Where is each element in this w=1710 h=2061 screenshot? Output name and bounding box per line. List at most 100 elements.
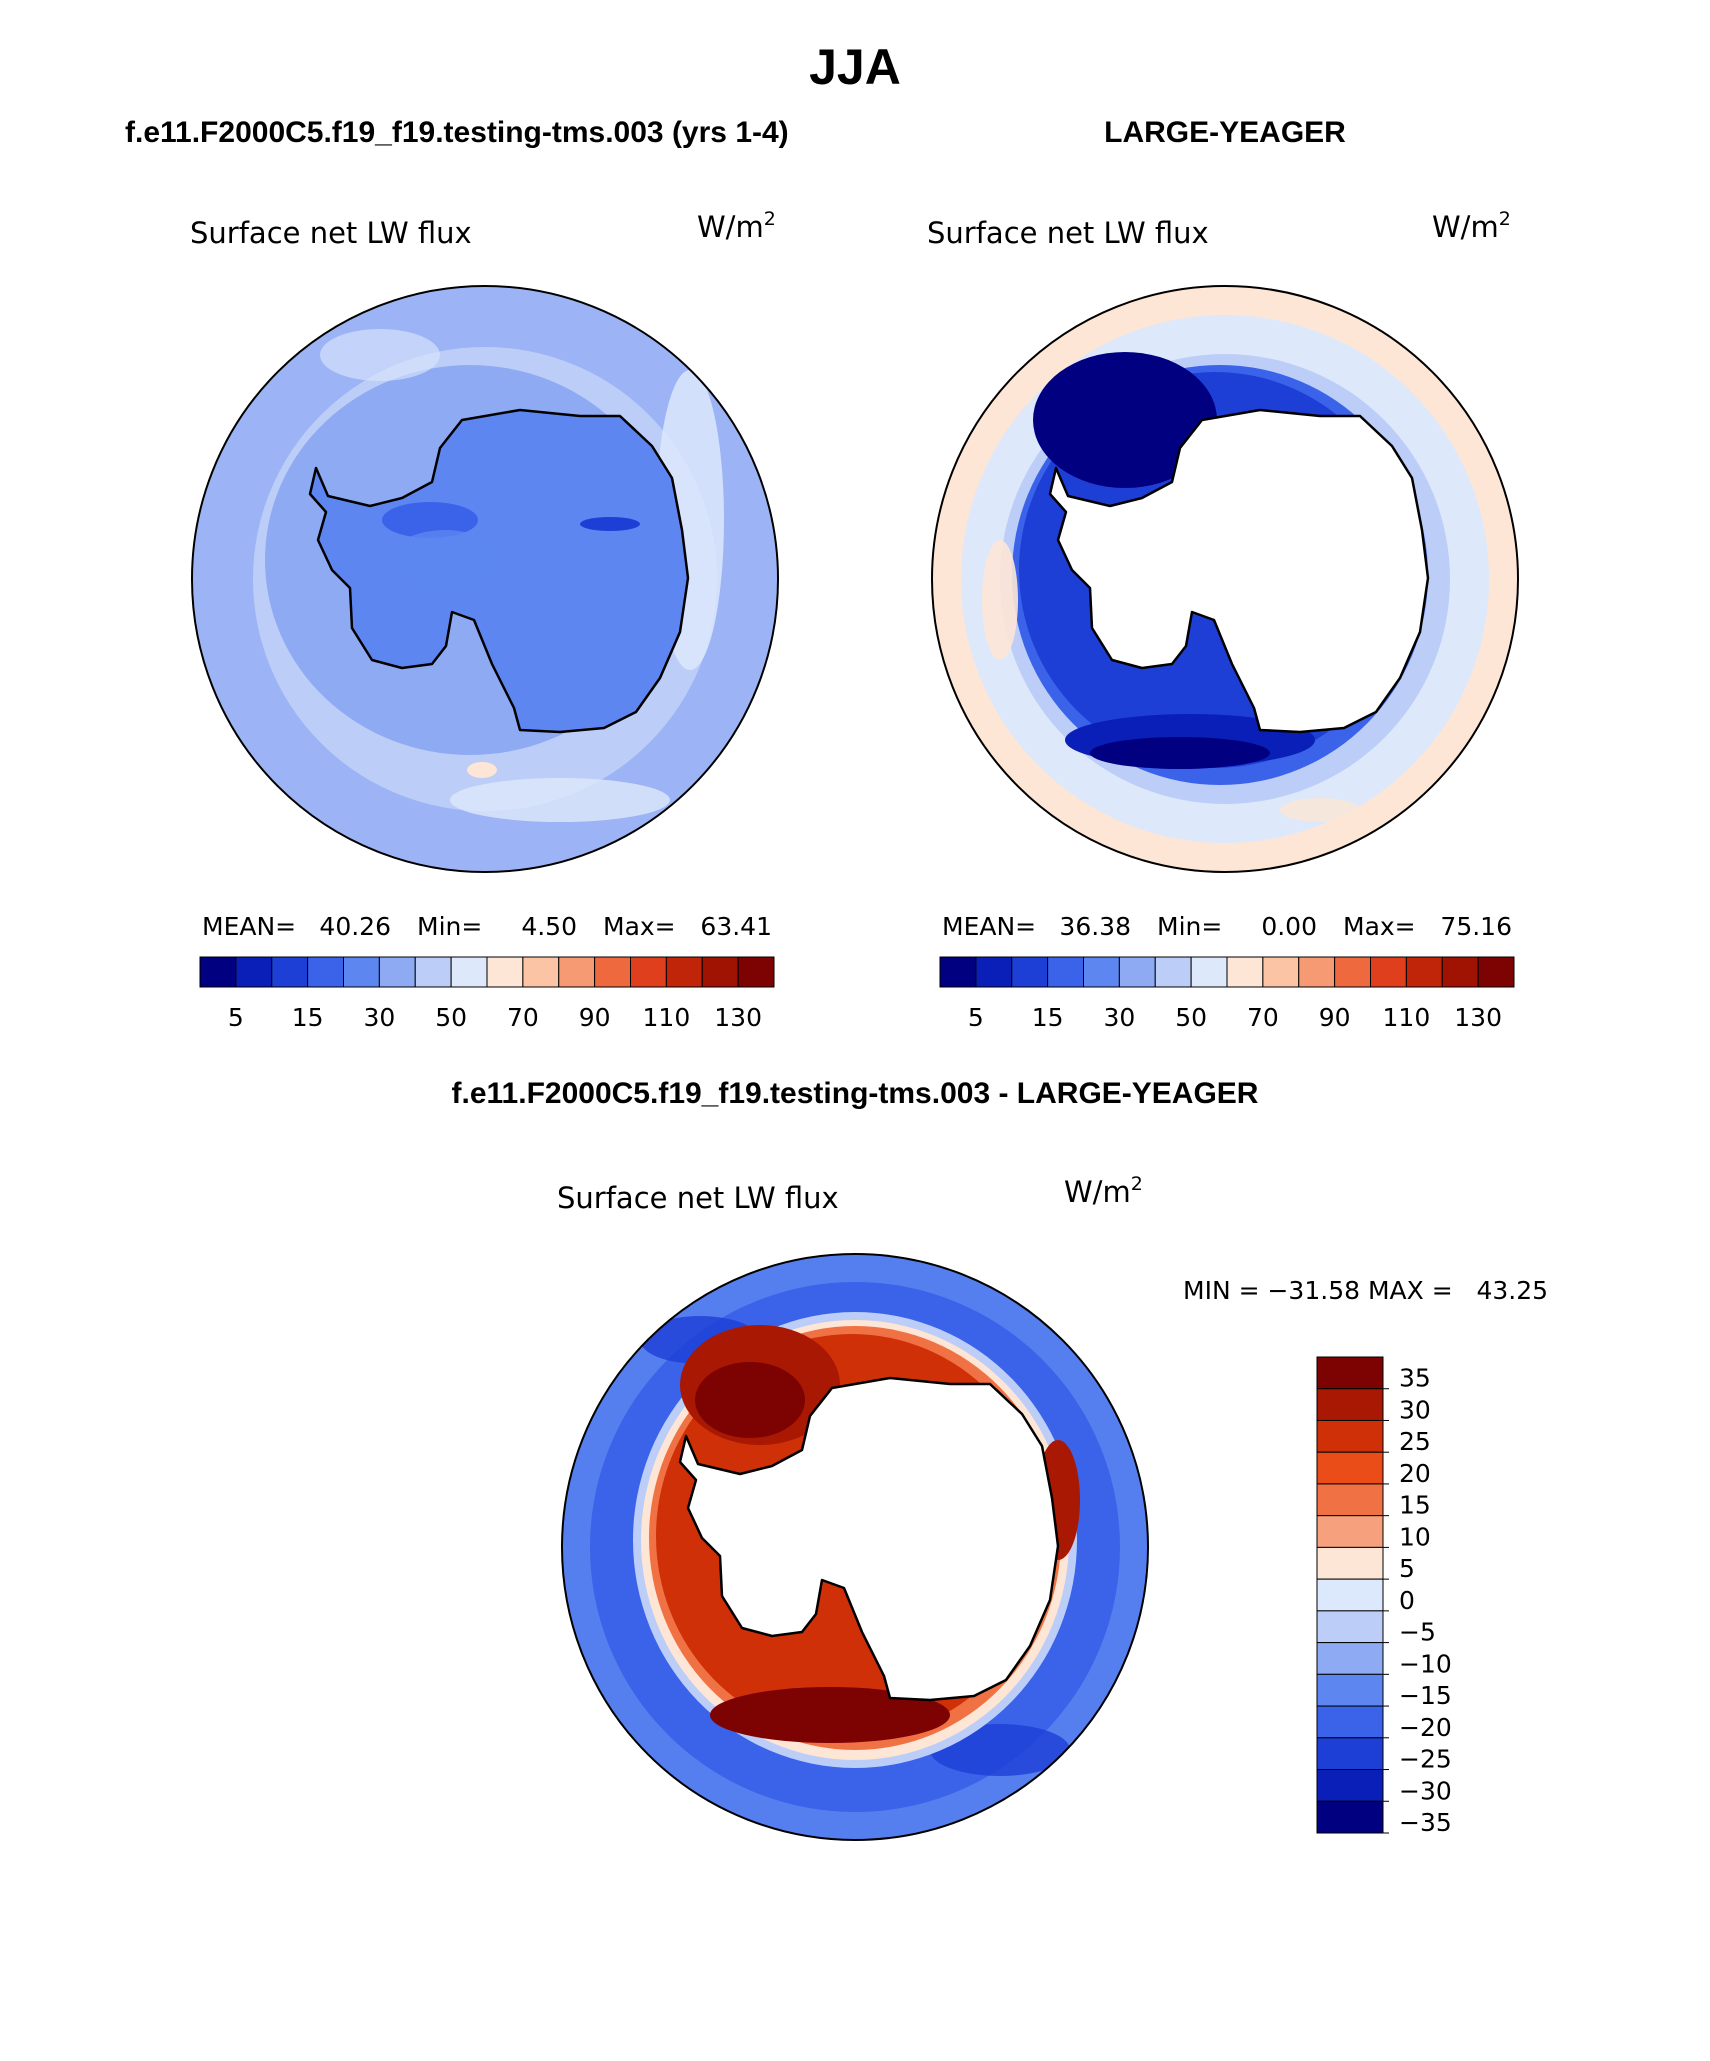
colorbar-diff-label: −5 [1399,1618,1436,1647]
map-diff [562,1254,1148,1840]
colorbar-left-label: 30 [363,1003,395,1032]
map-right [932,286,1518,872]
colorbar-right-swatch [1298,956,1336,988]
stats-right-mean-label: MEAN= [942,912,1036,941]
colorbar-left-swatch [630,956,667,988]
colorbar-left-swatch [701,956,739,988]
colorbar-left-swatch [558,956,596,988]
colorbar-diff-swatch [1316,1769,1384,1802]
map-diff-outline [561,1253,1149,1841]
colorbar-diff-label: −30 [1399,1776,1452,1805]
colorbar-right-swatch [1190,956,1228,988]
coastline-diff [678,1376,1060,1702]
stats-left-min-label: Min= [417,912,482,941]
colorbar-left-swatch [522,956,560,988]
colorbar-diff-label: 20 [1399,1459,1431,1488]
colorbar-left-label: 50 [435,1003,467,1032]
colorbar-diff-label: −15 [1399,1681,1452,1710]
stats-right-max: 75.16 [1440,912,1512,941]
land-right [1050,410,1428,732]
colorbar-left-swatch [594,956,631,988]
colorbar-right-swatch [939,956,977,988]
panel-diff: Surface net LW flux W/m2 MIN = −31.58 MA… [557,1173,1548,1841]
colorbar-diff-swatch [1316,1610,1384,1644]
panel-left-units: W/m2 [697,208,776,244]
colorbar-left-label: 5 [228,1003,244,1032]
colorbar-right-swatch [1405,956,1443,988]
colorbar-diff-label: 0 [1399,1586,1415,1615]
colorbar-diff-swatch [1316,1737,1384,1771]
colorbar-right-swatch [1083,956,1120,988]
colorbar-left-label: 15 [292,1003,324,1032]
panel-left-variable: Surface net LW flux [190,216,472,250]
colorbar-right-swatch [1441,956,1479,988]
colorbar-right-label: 50 [1175,1003,1207,1032]
colorbar-diff-swatch [1316,1483,1384,1517]
colorbar-left-label: 90 [579,1003,611,1032]
colorbar-diff-swatch [1316,1546,1384,1580]
colorbar-left-label: 110 [643,1003,691,1032]
colorbar-left-swatch [235,956,273,988]
colorbar-diff-label: −35 [1399,1808,1452,1837]
stats-left-mean-label: MEAN= [202,912,296,941]
colorbar-right-label: 5 [968,1003,984,1032]
colorbar-right-swatch [1047,956,1084,988]
stats-left-min: 4.50 [521,912,577,941]
colorbar-diff-label: 15 [1399,1491,1431,1520]
colorbar-diff-swatch [1316,1578,1384,1612]
colorbar-right-swatch [1334,956,1371,988]
colorbar-diff-label: −20 [1399,1713,1452,1742]
colorbar-left-swatch [343,956,380,988]
colorbar-diff-label: 35 [1399,1364,1431,1393]
coastline-right [1048,408,1430,734]
colorbar-right-swatch [1477,956,1515,988]
colorbar-diff-swatch [1316,1515,1384,1548]
colorbar-diff-label: −25 [1399,1745,1452,1774]
colorbar-right-swatch [975,956,1013,988]
colorbar-right-swatch [1118,956,1156,988]
colorbar-diff-swatch [1316,1705,1384,1739]
figure-title: JJA [809,39,901,95]
colorbar-left-swatch [307,956,344,988]
map-right-outline [931,285,1519,873]
colorbar-right-label: 130 [1454,1003,1502,1032]
colorbar-left: 5 15 30 50 70 90 110 130 [199,956,775,1032]
colorbar-right: 5 15 30 50 70 90 110 130 [939,956,1515,1032]
colorbar-diff-label: 30 [1399,1395,1431,1424]
colorbar-left-label: 130 [714,1003,762,1032]
colorbar-left-swatch [665,956,703,988]
panel-right-units: W/m2 [1432,208,1511,244]
colorbar-right-label: 30 [1103,1003,1135,1032]
colorbar-diff-label: −10 [1399,1649,1452,1678]
colorbar-right-swatch [1262,956,1300,988]
colorbar-left-label: 70 [507,1003,539,1032]
diff-minmax: MIN = −31.58 MAX = 43.25 [1183,1276,1548,1305]
stats-right: MEAN= 36.38 Min= 0.00 Max= 75.16 [942,912,1512,941]
colorbar-diff-label: 10 [1399,1522,1431,1551]
colorbar-left-swatch [414,956,452,988]
land-diff [680,1378,1058,1700]
colorbar-left-swatch [450,956,488,988]
colorbar-right-swatch [1226,956,1264,988]
colorbar-diff-swatch [1316,1451,1384,1485]
stats-left-max-label: Max= [603,912,676,941]
diff-title: f.e11.F2000C5.f19_f19.testing-tms.003 - … [452,1077,1259,1110]
stats-left: MEAN= 40.26 Min= 4.50 Max= 63.41 [202,912,772,941]
colorbar-diff-swatch [1316,1642,1384,1675]
colorbar-diff-swatch [1316,1388,1384,1421]
stats-right-min: 0.00 [1261,912,1317,941]
panel-left: Surface net LW flux W/m2 MEAN= 40.26 Min… [190,208,779,1032]
colorbar-diff-label: 5 [1399,1554,1415,1583]
colorbar-diff-swatch [1316,1673,1384,1707]
colorbar-diff-swatch [1316,1800,1384,1834]
stats-right-max-label: Max= [1343,912,1416,941]
coastline-left [308,408,690,734]
colorbar-right-label: 90 [1319,1003,1351,1032]
stats-left-max: 63.41 [700,912,772,941]
diff-units: W/m2 [1064,1173,1143,1209]
colorbar-left-swatch [271,956,309,988]
map-left [192,286,778,872]
panel-right-variable: Surface net LW flux [927,216,1209,250]
